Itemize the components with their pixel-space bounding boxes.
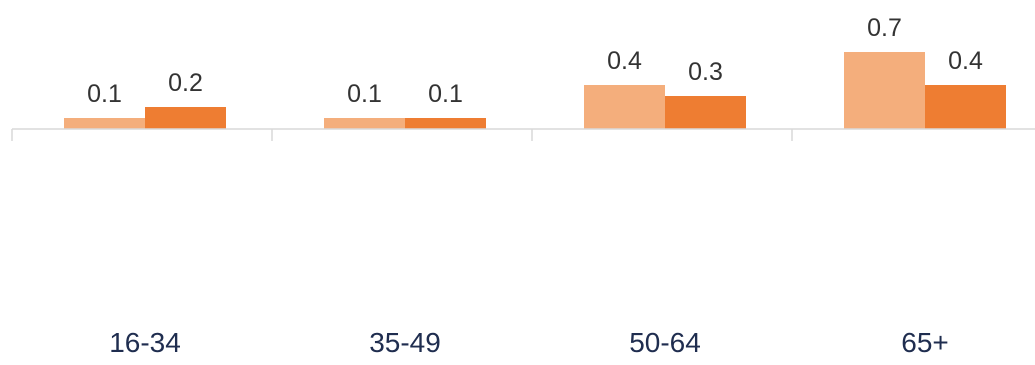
bar-35-49-series-2 <box>405 118 486 129</box>
category-label-35-49: 35-49 <box>369 327 441 358</box>
data-label-65+-series-1: 0.7 <box>867 14 902 42</box>
bars-group <box>64 52 1006 129</box>
bar-35-49-series-1 <box>324 118 405 129</box>
data-label-50-64-series-1: 0.4 <box>607 47 642 75</box>
data-label-35-49-series-1: 0.1 <box>347 80 382 108</box>
category-label-50-64: 50-64 <box>629 327 701 358</box>
bar-16-34-series-1 <box>64 118 145 129</box>
category-label-16-34: 16-34 <box>109 327 181 358</box>
category-labels-group: 16-34 35-49 50-64 65+ <box>109 327 949 358</box>
data-label-50-64-series-2: 0.3 <box>688 58 723 86</box>
bar-16-34-series-2 <box>145 107 226 129</box>
data-label-35-49-series-2: 0.1 <box>428 80 463 108</box>
bar-65+-series-2 <box>925 85 1006 129</box>
bar-50-64-series-2 <box>665 96 746 129</box>
data-label-16-34-series-2: 0.2 <box>168 69 203 97</box>
data-label-16-34-series-1: 0.1 <box>87 80 122 108</box>
category-label-65+: 65+ <box>901 327 949 358</box>
value-labels-group: 0.1 0.2 0.1 0.1 0.4 0.3 0.7 0.4 <box>87 14 983 108</box>
x-axis-ticks <box>11 129 793 141</box>
data-label-65+-series-2: 0.4 <box>948 47 983 75</box>
bar-65+-series-1 <box>844 52 925 129</box>
bar-50-64-series-1 <box>584 85 665 129</box>
